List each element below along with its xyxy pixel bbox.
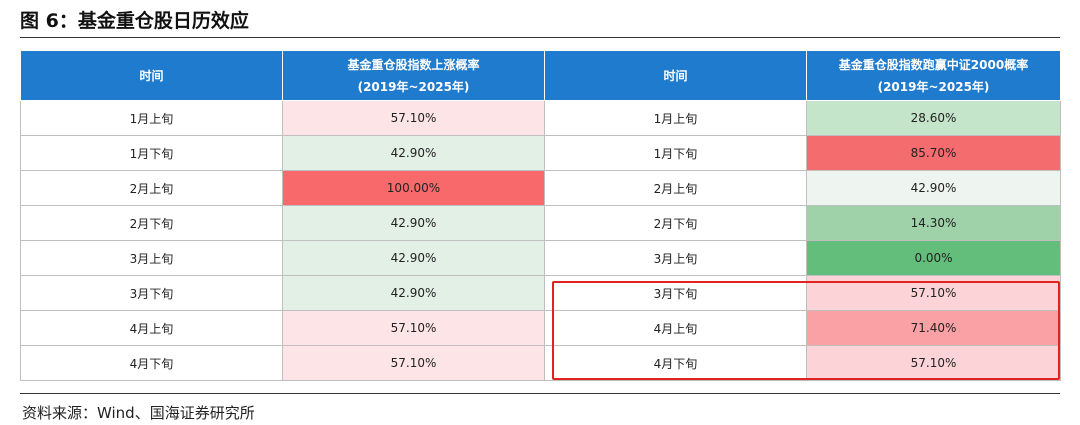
period-cell: 3月上旬 (20, 240, 283, 276)
value-cell: 71.40% (806, 310, 1061, 346)
period-cell: 4月下旬 (544, 345, 807, 381)
period-cell: 2月下旬 (544, 205, 807, 241)
value-cell: 57.10% (282, 310, 545, 346)
value-cell: 100.00% (282, 170, 545, 206)
value-cell: 14.30% (806, 205, 1061, 241)
period-cell: 4月上旬 (20, 310, 283, 346)
header-row: 时间 基金重仓股指数上涨概率 (2019年~2025年) 时间 基金重仓股指数跑赢中证2… (20, 50, 1061, 101)
header-text: 时间 (663, 68, 688, 83)
value-cell: 42.90% (282, 275, 545, 311)
period-cell: 4月上旬 (544, 310, 807, 346)
table-row: 4月上旬 57.10% 4月上旬 71.40% (20, 310, 1061, 346)
table-body: 1月上旬 57.10% 1月上旬 28.60% 1月下旬 42.90% 1月下旬 85.70%… (20, 100, 1061, 381)
period-cell: 1月下旬 (20, 135, 283, 171)
table-row: 2月上旬 100.00% 2月上旬 42.90% (20, 170, 1061, 206)
value-cell: 42.90% (806, 170, 1061, 206)
value-cell: 42.90% (282, 205, 545, 241)
value-cell: 57.10% (282, 345, 545, 381)
value-cell: 0.00% (806, 240, 1061, 276)
table-row: 4月下旬 57.10% 4月下旬 57.10% (20, 345, 1061, 381)
rule (20, 393, 1060, 394)
value-cell: 57.10% (282, 100, 545, 136)
period-cell: 1月上旬 (544, 100, 807, 136)
period-cell: 3月上旬 (544, 240, 807, 276)
header-text: 时间 (139, 68, 164, 83)
period-cell: 2月上旬 (544, 170, 807, 206)
header-text: (2019年~2025年) (357, 79, 470, 94)
value-cell: 42.90% (282, 135, 545, 171)
value-cell: 28.60% (806, 100, 1061, 136)
header-cell: 时间 (544, 50, 807, 101)
period-cell: 1月上旬 (20, 100, 283, 136)
table-row: 3月上旬 42.90% 3月上旬 0.00% (20, 240, 1061, 276)
period-cell: 3月下旬 (20, 275, 283, 311)
header-cell: 基金重仓股指数上涨概率 (2019年~2025年) (282, 50, 545, 101)
header-text: 基金重仓股指数跑赢中证2000概率 (838, 57, 1029, 72)
period-cell: 1月下旬 (544, 135, 807, 171)
period-cell: 2月下旬 (20, 205, 283, 241)
header-cell: 时间 (20, 50, 283, 101)
rule (20, 37, 1060, 38)
period-cell: 4月下旬 (20, 345, 283, 381)
source-note: 资料来源：Wind、国海证券研究所 (22, 404, 255, 422)
highlight-box (552, 281, 1060, 380)
header-text: 基金重仓股指数上涨概率 (347, 57, 480, 72)
table-row: 2月下旬 42.90% 2月下旬 14.30% (20, 205, 1061, 241)
figure-title: 图 6：基金重仓股日历效应 (20, 10, 249, 32)
table: 时间 基金重仓股指数上涨概率 (2019年~2025年) 时间 基金重仓股指数跑赢中证2… (20, 50, 1061, 381)
header-cell: 基金重仓股指数跑赢中证2000概率 (2019年~2025年) (806, 50, 1061, 101)
value-cell: 57.10% (806, 345, 1061, 381)
table-row: 1月下旬 42.90% 1月下旬 85.70% (20, 135, 1061, 171)
table-row: 1月上旬 57.10% 1月上旬 28.60% (20, 100, 1061, 136)
value-cell: 85.70% (806, 135, 1061, 171)
period-cell: 2月上旬 (20, 170, 283, 206)
value-cell: 42.90% (282, 240, 545, 276)
header-text: (2019年~2025年) (877, 79, 990, 94)
